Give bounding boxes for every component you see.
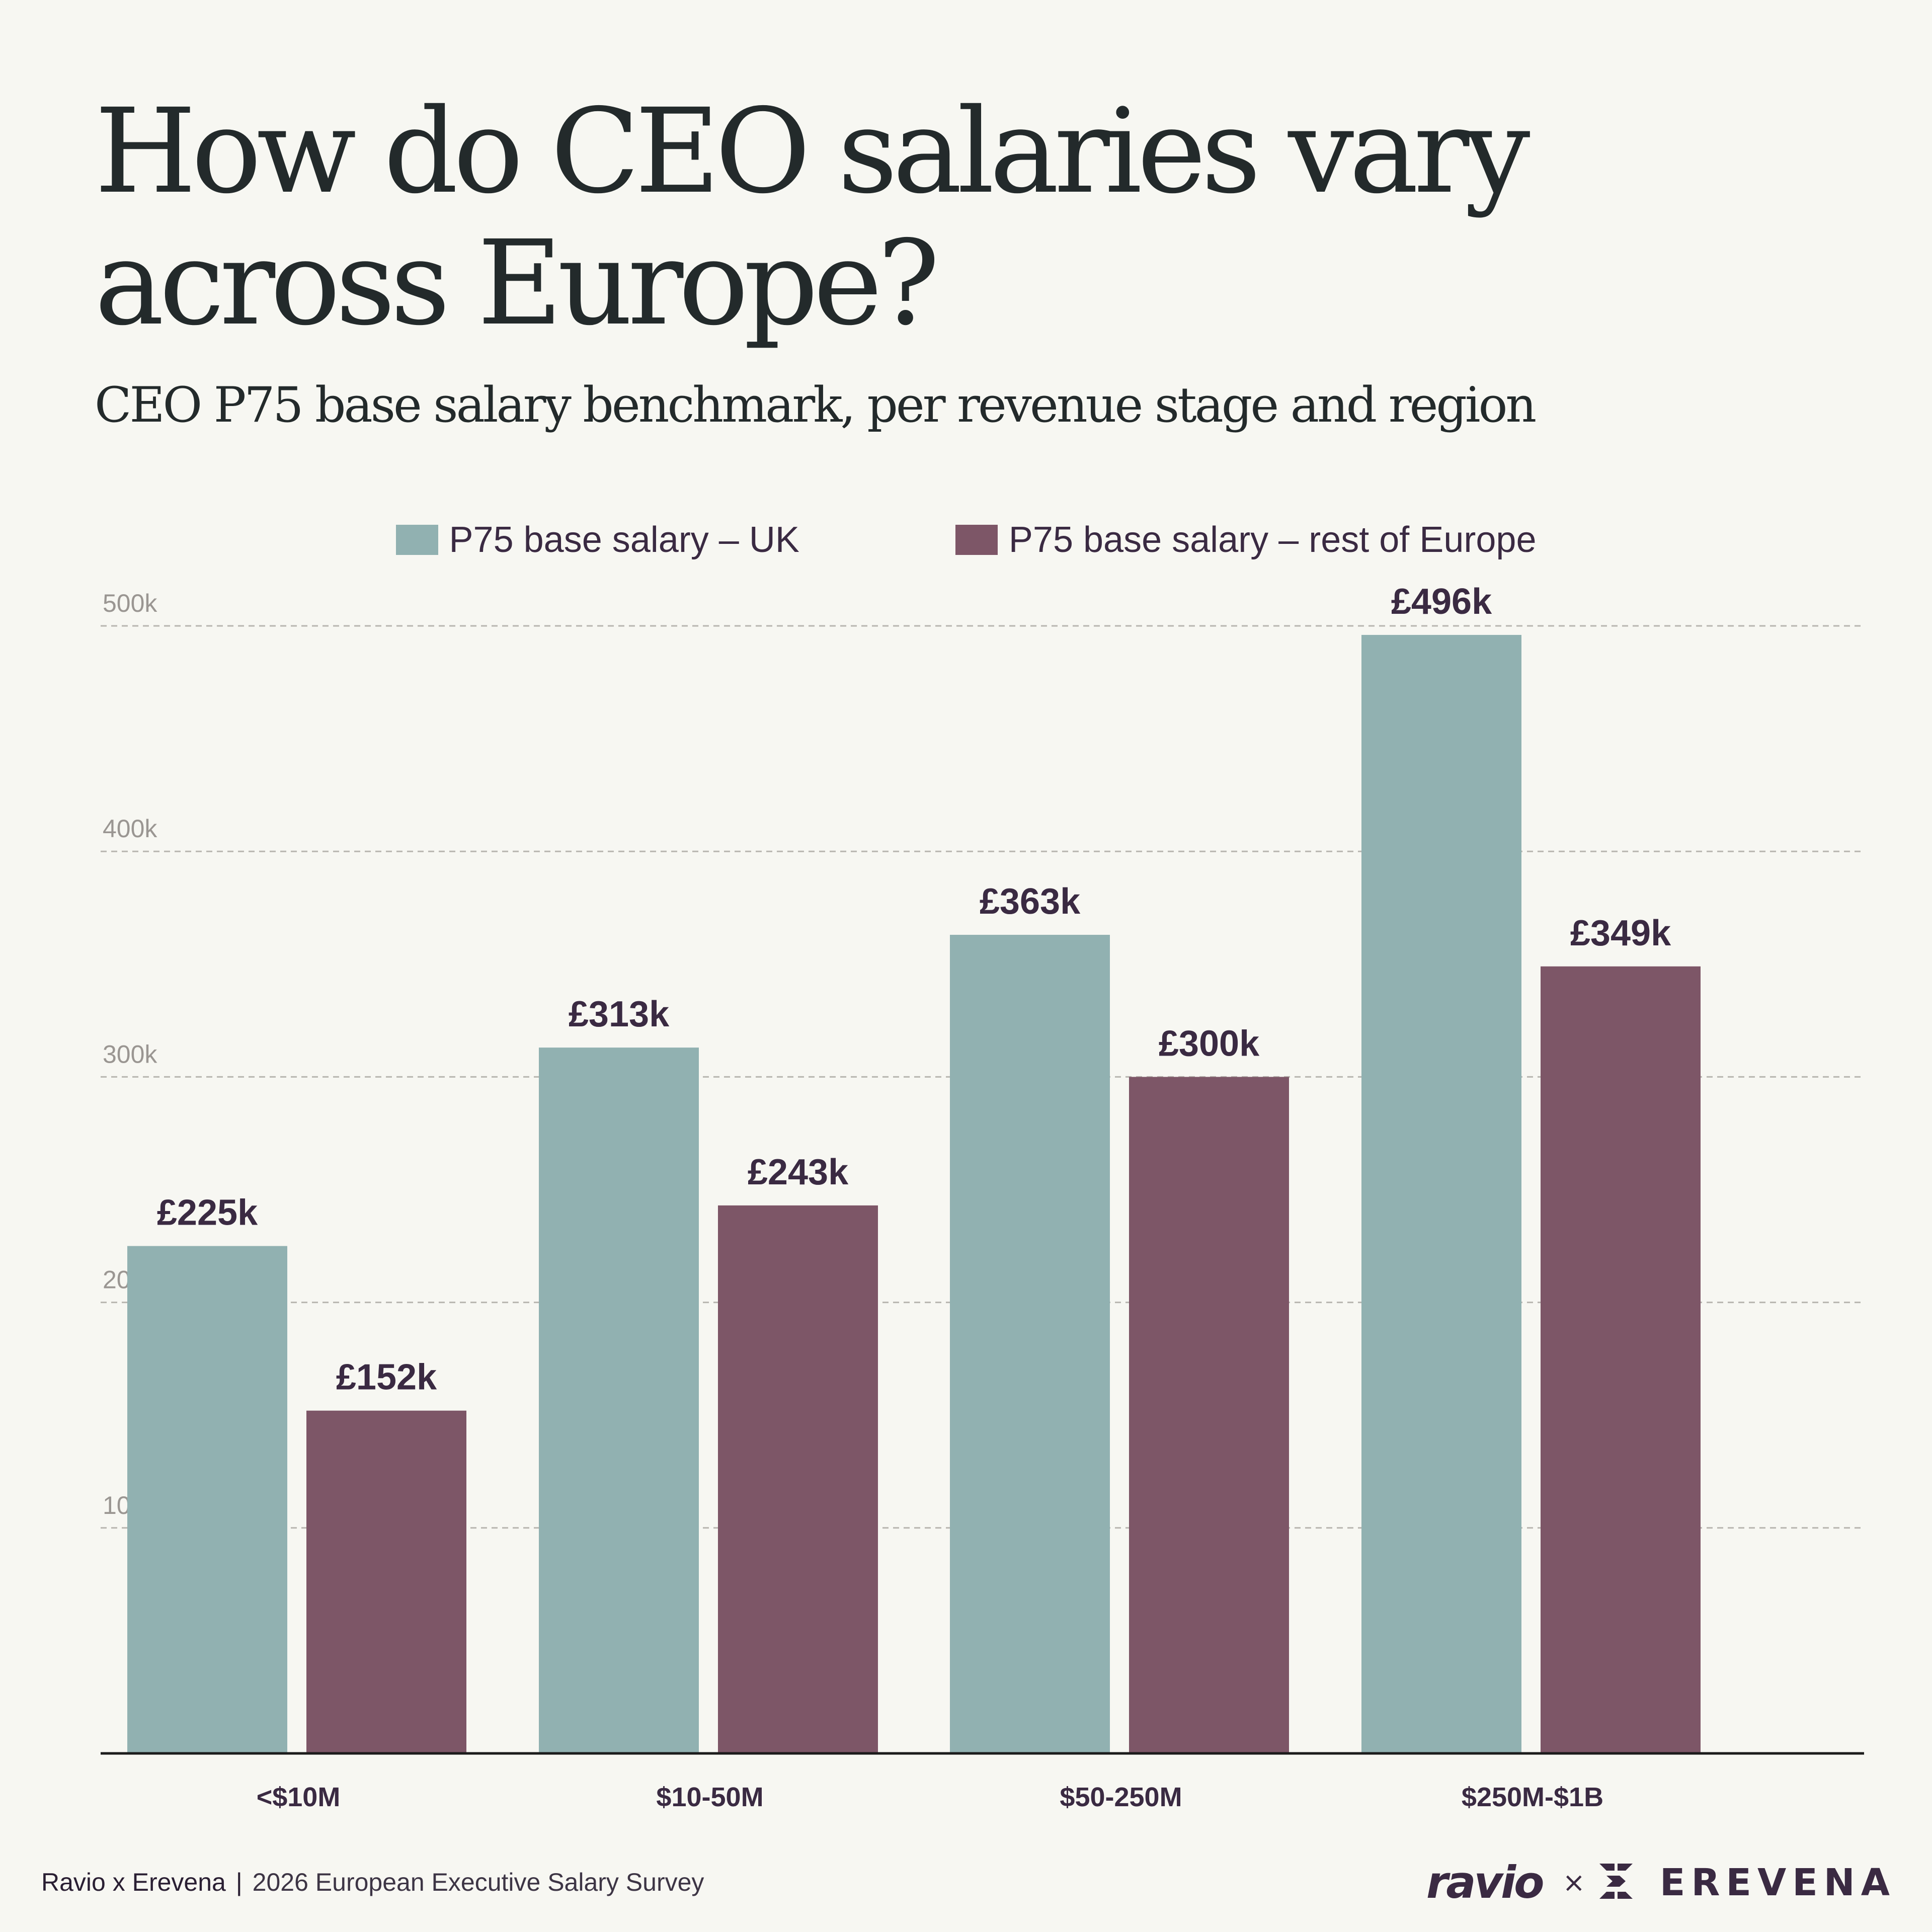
erevena-logo-text: EREVENA bbox=[1659, 1861, 1896, 1904]
data-label: £225k bbox=[157, 1193, 258, 1233]
x-tick-label: $250M-$1B bbox=[1462, 1782, 1603, 1812]
bar bbox=[718, 1205, 878, 1753]
bar bbox=[1129, 1077, 1289, 1753]
footer-source-name: Ravio x Erevena bbox=[41, 1868, 226, 1896]
x-tick-label: <$10M bbox=[257, 1782, 341, 1812]
ravio-logo: ravio bbox=[1426, 1857, 1545, 1908]
footer-separator: | bbox=[235, 1868, 243, 1896]
data-label: £243k bbox=[748, 1152, 849, 1192]
footer-source: Ravio x Erevena | 2026 European Executiv… bbox=[41, 1868, 704, 1897]
legend-item-uk: P75 base salary – UK bbox=[395, 519, 799, 560]
bar bbox=[539, 1048, 699, 1753]
bar bbox=[1541, 966, 1701, 1753]
footer-brands: ravio × EREVENA bbox=[1426, 1857, 1896, 1908]
data-label: £152k bbox=[336, 1357, 437, 1398]
data-label: £496k bbox=[1391, 582, 1492, 622]
legend-swatch-rest-of-europe bbox=[955, 525, 998, 555]
bar bbox=[950, 935, 1110, 1753]
data-label: £363k bbox=[980, 881, 1081, 922]
y-tick-label: 500k bbox=[103, 589, 157, 617]
legend-label-rest-of-europe: P75 base salary – rest of Europe bbox=[1008, 520, 1537, 560]
erevena-logo-icon bbox=[1599, 1864, 1633, 1901]
bar bbox=[1361, 634, 1521, 1753]
legend: P75 base salary – UK P75 base salary – r… bbox=[0, 519, 1932, 560]
data-label: £313k bbox=[569, 994, 670, 1034]
bar bbox=[127, 1246, 287, 1753]
chart-subtitle: CEO P75 base salary benchmark, per reven… bbox=[95, 377, 1537, 433]
brand-times-separator: × bbox=[1562, 1867, 1585, 1898]
x-tick-label: $10-50M bbox=[656, 1782, 763, 1812]
legend-swatch-uk bbox=[395, 525, 438, 555]
chart-title: How do CEO salaries vary across Europe? bbox=[95, 84, 1531, 351]
data-label: £349k bbox=[1570, 913, 1671, 953]
y-tick-label: 300k bbox=[103, 1040, 157, 1068]
x-tick-label: $50-250M bbox=[1060, 1782, 1182, 1812]
bar bbox=[306, 1410, 466, 1753]
data-label: £300k bbox=[1159, 1023, 1260, 1064]
legend-item-rest-of-europe: P75 base salary – rest of Europe bbox=[955, 519, 1537, 560]
footer-survey-name: 2026 European Executive Salary Survey bbox=[252, 1868, 704, 1896]
y-tick-label: 400k bbox=[103, 815, 157, 843]
legend-label-uk: P75 base salary – UK bbox=[449, 520, 799, 560]
